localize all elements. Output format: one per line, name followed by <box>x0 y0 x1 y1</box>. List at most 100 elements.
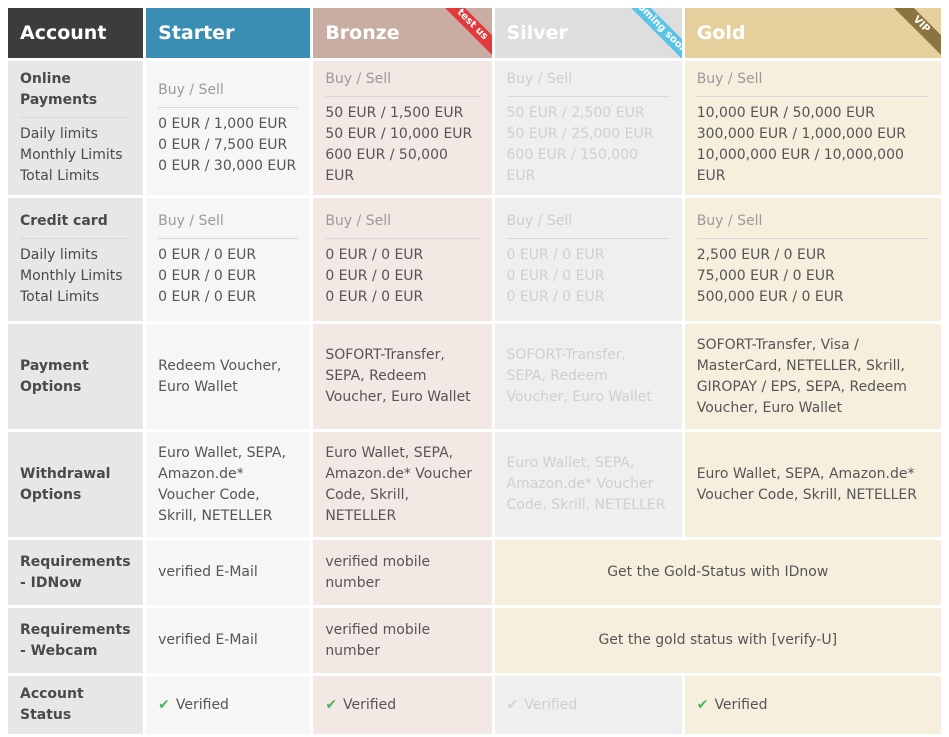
gold-credit-daily: 2,500 EUR / 0 EUR <box>696 247 826 263</box>
test-us-ribbon: test us <box>436 8 492 58</box>
row-credit-card: Credit card Daily limits Monthly Limits … <box>8 198 941 321</box>
buy-sell-label: Buy / Sell <box>158 211 299 239</box>
bronze-credit-total: 0 EUR / 0 EUR <box>325 289 424 305</box>
bronze-webcam: verified mobile number <box>313 608 492 673</box>
buy-sell-label: Buy / Sell <box>506 211 670 239</box>
starter-credit-monthly: 0 EUR / 0 EUR <box>158 268 257 284</box>
bronze-credit: Buy / Sell 0 EUR / 0 EUR 0 EUR / 0 EUR 0… <box>313 198 492 321</box>
withdrawal-options-label: Withdrawal Options <box>8 432 144 537</box>
row-account-status: Account Status ✔ Verified ✔ Verified ✔ Veri… <box>8 676 941 734</box>
check-icon: ✔ <box>158 696 170 713</box>
starter-credit: Buy / Sell 0 EUR / 0 EUR 0 EUR / 0 EUR 0… <box>146 198 311 321</box>
buy-sell-label: Buy / Sell <box>506 69 670 97</box>
buy-sell-label: Buy / Sell <box>325 69 480 97</box>
starter-status: ✔ Verified <box>146 676 311 734</box>
buy-sell-label: Buy / Sell <box>158 80 299 108</box>
starter-payment: Redeem Voucher, Euro Wallet <box>146 324 311 429</box>
buy-sell-label: Buy / Sell <box>696 211 929 239</box>
silver-online-total: 600 EUR / 150,000 EUR <box>506 147 639 184</box>
vip-ribbon: VIP <box>886 8 941 58</box>
silver-credit-monthly: 0 EUR / 0 EUR <box>506 268 605 284</box>
gold-online-total: 10,000,000 EUR / 10,000,000 EUR <box>696 147 904 184</box>
silver-credit-daily: 0 EUR / 0 EUR <box>506 247 605 263</box>
silver-payment: SOFORT-Transfer, SEPA, Redeem Voucher, E… <box>494 324 682 429</box>
row-payment-options: Payment Options Redeem Voucher, Euro Wal… <box>8 324 941 429</box>
monthly-limits-label: Monthly Limits <box>20 147 123 163</box>
gold-online-daily: 10,000 EUR / 50,000 EUR <box>696 105 875 121</box>
starter-idnow: verified E-Mail <box>146 540 311 605</box>
silver-withdrawal: Euro Wallet, SEPA, Amazon.de* Voucher Co… <box>494 432 682 537</box>
header-starter: Starter <box>146 8 311 58</box>
coming-soon-ribbon: coming soon <box>620 8 682 58</box>
silver-credit: Buy / Sell 0 EUR / 0 EUR 0 EUR / 0 EUR 0… <box>494 198 682 321</box>
gold-payment: SOFORT-Transfer, Visa / MasterCard, NETE… <box>684 324 941 429</box>
gold-status-webcam-link[interactable]: Get the gold status with [verify-U] <box>494 608 941 673</box>
daily-limits-label: Daily limits <box>20 247 98 263</box>
bronze-credit-daily: 0 EUR / 0 EUR <box>325 247 424 263</box>
credit-card-label: Credit card <box>20 211 132 239</box>
payment-options-label: Payment Options <box>8 324 144 429</box>
account-status-label: Account Status <box>8 676 144 734</box>
row-requirements-webcam: Requirements - Webcam verified E-Mail ve… <box>8 608 941 673</box>
starter-credit-total: 0 EUR / 0 EUR <box>158 289 257 305</box>
total-limits-label: Total Limits <box>20 168 100 184</box>
bronze-online: Buy / Sell 50 EUR / 1,500 EUR 50 EUR / 1… <box>313 61 492 195</box>
gold-online: Buy / Sell 10,000 EUR / 50,000 EUR 300,0… <box>684 61 941 195</box>
gold-withdrawal: Euro Wallet, SEPA, Amazon.de* Voucher Co… <box>684 432 941 537</box>
online-payments-label: Online Payments <box>20 69 132 118</box>
bronze-status: ✔ Verified <box>313 676 492 734</box>
bronze-withdrawal: Euro Wallet, SEPA, Amazon.de* Voucher Co… <box>313 432 492 537</box>
gold-credit: Buy / Sell 2,500 EUR / 0 EUR 75,000 EUR … <box>684 198 941 321</box>
bronze-online-total: 600 EUR / 50,000 EUR <box>325 147 448 184</box>
starter-status-text: Verified <box>175 696 229 713</box>
header-bronze-label: Bronze <box>325 22 400 44</box>
header-row: Account Starter Bronze test us Silver comi… <box>8 8 941 58</box>
bronze-idnow: verified mobile number <box>313 540 492 605</box>
starter-online: Buy / Sell 0 EUR / 1,000 EUR 0 EUR / 7,5… <box>146 61 311 195</box>
check-icon: ✔ <box>325 696 338 713</box>
header-account: Account <box>8 8 144 58</box>
total-limits-label: Total Limits <box>20 289 100 305</box>
header-gold: Gold VIP <box>684 8 941 58</box>
buy-sell-label: Buy / Sell <box>696 69 929 97</box>
gold-status: ✔ Verified <box>684 676 941 734</box>
requirements-webcam-label: Requirements - Webcam <box>8 608 144 673</box>
silver-online: Buy / Sell 50 EUR / 2,500 EUR 50 EUR / 2… <box>494 61 682 195</box>
header-silver-label: Silver <box>506 22 568 44</box>
bronze-online-monthly: 50 EUR / 10,000 EUR <box>325 126 473 142</box>
gold-credit-total: 500,000 EUR / 0 EUR <box>696 289 844 305</box>
gold-credit-monthly: 75,000 EUR / 0 EUR <box>696 268 835 284</box>
buy-sell-label: Buy / Sell <box>325 211 480 239</box>
header-gold-label: Gold <box>696 22 746 44</box>
bronze-online-daily: 50 EUR / 1,500 EUR <box>325 105 464 121</box>
bronze-status-text: Verified <box>343 696 397 713</box>
bronze-credit-monthly: 0 EUR / 0 EUR <box>325 268 424 284</box>
starter-online-monthly: 0 EUR / 7,500 EUR <box>158 136 288 153</box>
header-silver: Silver coming soon <box>494 8 682 58</box>
row-online-payments: Online Payments Daily limits Monthly Lim… <box>8 61 941 195</box>
silver-online-monthly: 50 EUR / 25,000 EUR <box>506 126 654 142</box>
silver-credit-total: 0 EUR / 0 EUR <box>506 289 605 305</box>
row-requirements-idnow: Requirements - IDNow verified E-Mail ver… <box>8 540 941 605</box>
silver-status: ✔ Verified <box>494 676 682 734</box>
monthly-limits-label: Monthly Limits <box>20 268 123 284</box>
silver-status-text: Verified <box>524 696 578 713</box>
daily-limits-label: Daily limits <box>20 126 98 142</box>
row-label-online: Online Payments Daily limits Monthly Lim… <box>8 61 144 195</box>
silver-online-daily: 50 EUR / 2,500 EUR <box>506 105 645 121</box>
starter-withdrawal: Euro Wallet, SEPA, Amazon.de* Voucher Co… <box>146 432 311 537</box>
starter-online-daily: 0 EUR / 1,000 EUR <box>158 115 288 132</box>
gold-status-text: Verified <box>714 696 768 713</box>
gold-online-monthly: 300,000 EUR / 1,000,000 EUR <box>696 126 907 142</box>
bronze-payment: SOFORT-Transfer, SEPA, Redeem Voucher, E… <box>313 324 492 429</box>
requirements-idnow-label: Requirements - IDNow <box>8 540 144 605</box>
check-icon: ✔ <box>696 696 709 713</box>
header-bronze: Bronze test us <box>313 8 492 58</box>
account-levels-table: Account Starter Bronze test us Silver comi… <box>8 8 941 734</box>
gold-status-idnow-link[interactable]: Get the Gold-Status with IDnow <box>494 540 941 605</box>
check-icon: ✔ <box>506 696 519 713</box>
starter-online-total: 0 EUR / 30,000 EUR <box>158 157 297 174</box>
starter-webcam: verified E-Mail <box>146 608 311 673</box>
starter-credit-daily: 0 EUR / 0 EUR <box>158 247 257 263</box>
row-label-credit: Credit card Daily limits Monthly Limits … <box>8 198 144 321</box>
